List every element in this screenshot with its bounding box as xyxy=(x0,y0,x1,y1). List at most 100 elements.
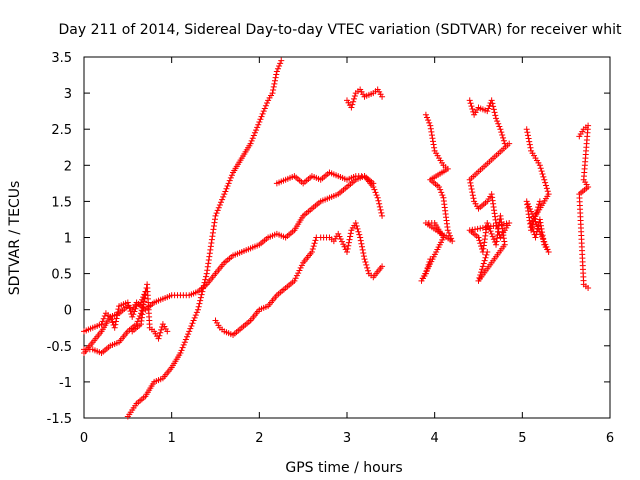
y-axis-label: SDTVAR / TECUs xyxy=(7,181,23,296)
data-point xyxy=(542,241,549,248)
data-point xyxy=(260,108,267,115)
data-point xyxy=(542,179,549,186)
data-point xyxy=(540,173,547,180)
data-point xyxy=(439,192,446,199)
data-point xyxy=(541,238,548,245)
data-point xyxy=(311,240,318,247)
data-point xyxy=(481,257,488,264)
data-point xyxy=(426,119,433,126)
data-point xyxy=(426,259,433,266)
data-point xyxy=(271,80,278,87)
data-point xyxy=(211,219,218,226)
data-point xyxy=(357,237,364,244)
data-point xyxy=(184,333,191,340)
data-point xyxy=(223,185,230,192)
data-point xyxy=(278,57,285,64)
data-point xyxy=(225,180,232,187)
data-point xyxy=(484,248,491,255)
data-point xyxy=(525,135,532,142)
data-point xyxy=(210,226,217,233)
data-point xyxy=(98,321,105,328)
data-point xyxy=(477,272,484,279)
data-point xyxy=(254,124,261,131)
data-point xyxy=(158,326,165,333)
x-tick-label: 5 xyxy=(518,431,526,446)
data-point xyxy=(485,105,492,112)
data-point xyxy=(438,189,445,196)
data-point xyxy=(130,311,137,318)
data-point xyxy=(353,222,360,229)
data-point xyxy=(215,204,222,211)
data-point xyxy=(99,318,106,325)
data-point xyxy=(537,222,544,229)
data-point xyxy=(191,314,198,321)
axis-frame xyxy=(83,56,611,419)
data-point xyxy=(247,140,254,147)
data-point xyxy=(250,132,257,139)
x-tick-label: 0 xyxy=(80,431,88,446)
data-point xyxy=(295,270,302,277)
data-point xyxy=(273,71,280,78)
data-point xyxy=(534,223,541,230)
y-tick-label: -0.5 xyxy=(47,340,72,355)
data-point xyxy=(198,291,205,298)
data-point xyxy=(526,141,533,148)
x-axis-ticks: 0 1 2 3 4 5 6 xyxy=(80,57,614,446)
data-point xyxy=(497,126,504,133)
data-point xyxy=(352,220,359,227)
data-point xyxy=(251,129,258,136)
data-point xyxy=(224,183,231,190)
data-point xyxy=(345,242,352,249)
data-point xyxy=(190,317,197,324)
data-point xyxy=(194,306,201,313)
data-point xyxy=(199,288,206,295)
data-point xyxy=(530,218,537,225)
data-point xyxy=(485,222,492,229)
data-point xyxy=(178,347,185,354)
data-point xyxy=(155,335,162,342)
data-point xyxy=(258,113,265,120)
data-point xyxy=(208,240,215,247)
data-point xyxy=(112,321,119,328)
data-point xyxy=(376,203,383,210)
data-point xyxy=(476,274,483,281)
data-point xyxy=(494,118,501,125)
data-point xyxy=(531,215,538,222)
data-point xyxy=(360,253,367,260)
data-point xyxy=(249,135,256,142)
data-point xyxy=(427,125,434,132)
y-tick-label: 3 xyxy=(64,87,72,102)
data-point xyxy=(262,102,269,109)
y-tick-label: 0.5 xyxy=(51,268,72,283)
data-point xyxy=(203,273,210,280)
data-point xyxy=(124,299,131,306)
data-point xyxy=(259,110,266,117)
data-point xyxy=(363,261,370,268)
data-point xyxy=(478,269,485,276)
data-point xyxy=(373,192,380,199)
data-point xyxy=(108,316,115,323)
data-point xyxy=(360,249,367,256)
data-point xyxy=(181,339,188,346)
data-point xyxy=(491,109,498,116)
data-point xyxy=(523,126,530,133)
data-point xyxy=(209,233,216,240)
data-point xyxy=(535,204,542,211)
data-points xyxy=(81,57,592,420)
data-point xyxy=(486,225,493,232)
data-point xyxy=(477,240,484,247)
data-point xyxy=(544,246,551,253)
data-point xyxy=(370,180,377,187)
data-point xyxy=(536,216,543,223)
data-point xyxy=(277,60,284,67)
data-point xyxy=(338,238,345,245)
data-point xyxy=(490,103,497,110)
y-tick-label: 0 xyxy=(64,304,72,319)
data-point xyxy=(543,182,550,189)
data-point xyxy=(378,209,385,216)
data-point xyxy=(345,239,352,246)
data-point xyxy=(541,176,548,183)
data-point xyxy=(157,329,164,336)
data-point xyxy=(475,234,482,241)
data-point xyxy=(425,117,432,124)
